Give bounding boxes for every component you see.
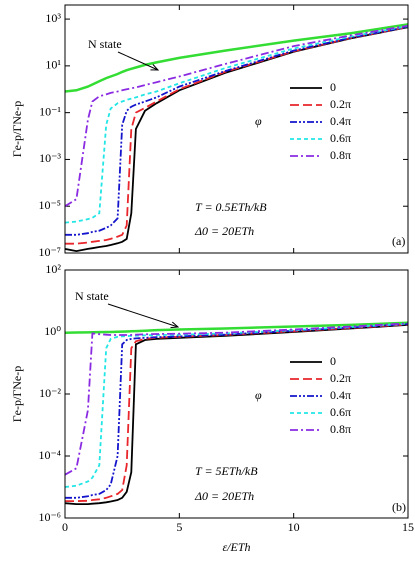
- y-axis-label: Γe-p/ΓNe-p: [10, 101, 24, 158]
- legend-label: 0.6π: [330, 405, 351, 419]
- x-tick-label: 5: [176, 520, 182, 534]
- line-series: [65, 26, 408, 245]
- y-tick-label: 10⁻²: [39, 386, 61, 400]
- x-tick-label: 15: [402, 520, 414, 534]
- y-tick-label: 10⁻⁶: [38, 510, 61, 524]
- y-tick-label: 10¹: [45, 58, 61, 72]
- line-series: [65, 323, 408, 499]
- legend-label: 0: [330, 354, 336, 368]
- line-series: [65, 25, 408, 236]
- annotation: (a): [392, 234, 405, 248]
- y-tick-label: 10⁻⁵: [38, 198, 61, 212]
- annotation: Δ0 = 20ETh: [194, 489, 254, 503]
- annotation: N state: [88, 37, 122, 51]
- line-series: [65, 24, 408, 207]
- legend-label: 0: [330, 80, 336, 94]
- legend-label: 0.4π: [330, 388, 351, 402]
- line-series: [65, 322, 408, 488]
- frame: [64, 269, 409, 519]
- y-tick-label: 10⁻¹: [39, 104, 61, 118]
- annotation: Δ0 = 20ETh: [194, 224, 254, 238]
- y-tick-label: 10⁻⁷: [38, 245, 61, 259]
- legend-label: 0.6π: [330, 131, 351, 145]
- line-series: [65, 321, 408, 334]
- annotation: T = 5ETh/kB: [195, 464, 258, 478]
- legend-label: 0.2π: [330, 97, 351, 111]
- y-tick-label: 10⁻⁴: [38, 448, 61, 462]
- x-axis-label: ε/ETh: [222, 540, 250, 554]
- x-tick-label: 10: [288, 520, 300, 534]
- series-group: [65, 23, 408, 253]
- line-series: [65, 322, 408, 476]
- annotation: T = 0.5ETh/kB: [195, 200, 267, 214]
- annotation-arrow: [107, 303, 178, 327]
- line-series: [65, 25, 408, 224]
- annotation-arrow: [117, 51, 158, 70]
- annotation: N state: [75, 289, 109, 303]
- y-tick-label: 10²: [45, 262, 61, 276]
- x-tick-label: 0: [62, 520, 68, 534]
- legend-label: 0.8π: [330, 148, 351, 162]
- legend-title: φ: [255, 114, 262, 128]
- line-series: [65, 26, 408, 253]
- line-series: [65, 23, 408, 93]
- legend-label: 0.4π: [330, 114, 351, 128]
- y-axis-label: Γe-p/ΓNe-p: [10, 366, 24, 423]
- y-tick-label: 10⁻³: [39, 151, 61, 165]
- y-tick-label: 10⁰: [44, 324, 61, 338]
- frame: [64, 4, 409, 254]
- legend-label: 0.8π: [330, 422, 351, 436]
- legend-title: φ: [255, 388, 262, 402]
- y-tick-label: 10³: [45, 11, 61, 25]
- series-group: [65, 321, 408, 505]
- legend-label: 0.2π: [330, 371, 351, 385]
- annotation: (b): [392, 500, 406, 514]
